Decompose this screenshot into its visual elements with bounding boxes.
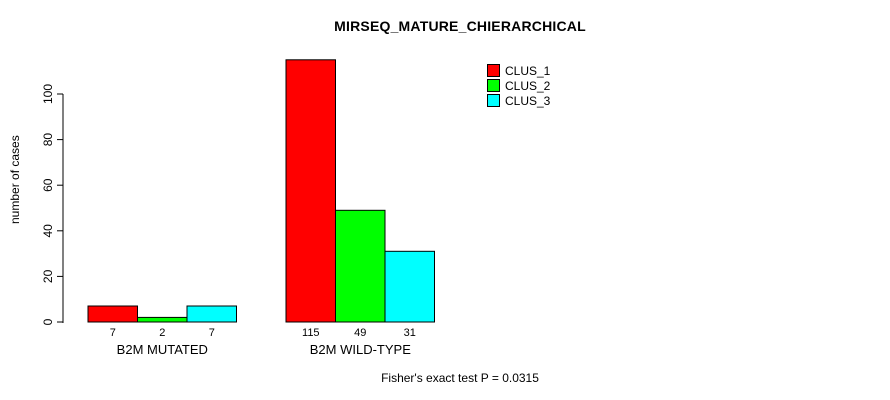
y-axis-tick-label: 40 [41, 224, 55, 238]
legend-item-clus-1: CLUS_1 [487, 63, 550, 78]
bar-clus_3-group1 [186, 305, 237, 323]
legend-swatch-clus-1 [487, 64, 500, 77]
y-axis-tick-label: 100 [41, 84, 55, 104]
bar-clus_3-group2 [384, 250, 435, 323]
legend-label-clus-1: CLUS_1 [505, 63, 551, 78]
bar-value-label: 7 [110, 327, 116, 339]
legend-label-clus-2: CLUS_2 [505, 78, 551, 93]
bar-value-label: 115 [302, 327, 320, 339]
y-axis-tick-label: 60 [41, 178, 55, 192]
legend-swatch-clus-2 [487, 79, 500, 92]
y-axis-tick-label: 0 [41, 318, 55, 325]
footnote: Fisher's exact test P = 0.0315 [381, 371, 539, 385]
legend: CLUS_1 CLUS_2 CLUS_3 [487, 63, 550, 108]
legend-label-clus-3: CLUS_3 [505, 93, 551, 108]
bar-clus_2-group2 [335, 209, 386, 323]
bar-clus_2-group1 [137, 316, 188, 323]
bar-value-label: 49 [354, 327, 366, 339]
bar-value-label: 2 [159, 327, 165, 339]
category-label: B2M MUTATED [117, 342, 208, 357]
legend-swatch-clus-3 [487, 94, 500, 107]
bar-clus_1-group1 [87, 305, 138, 323]
legend-item-clus-3: CLUS_3 [487, 93, 550, 108]
bar-value-label: 7 [209, 327, 215, 339]
legend-item-clus-2: CLUS_2 [487, 78, 550, 93]
bar-clus_1-group2 [285, 59, 336, 323]
chart-title: MIRSEQ_MATURE_CHIERARCHICAL [334, 18, 586, 34]
bar-value-label: 31 [404, 327, 416, 339]
y-axis-tick-label: 80 [41, 133, 55, 147]
category-label: B2M WILD-TYPE [310, 342, 411, 357]
y-axis-tick-label: 20 [41, 269, 55, 283]
